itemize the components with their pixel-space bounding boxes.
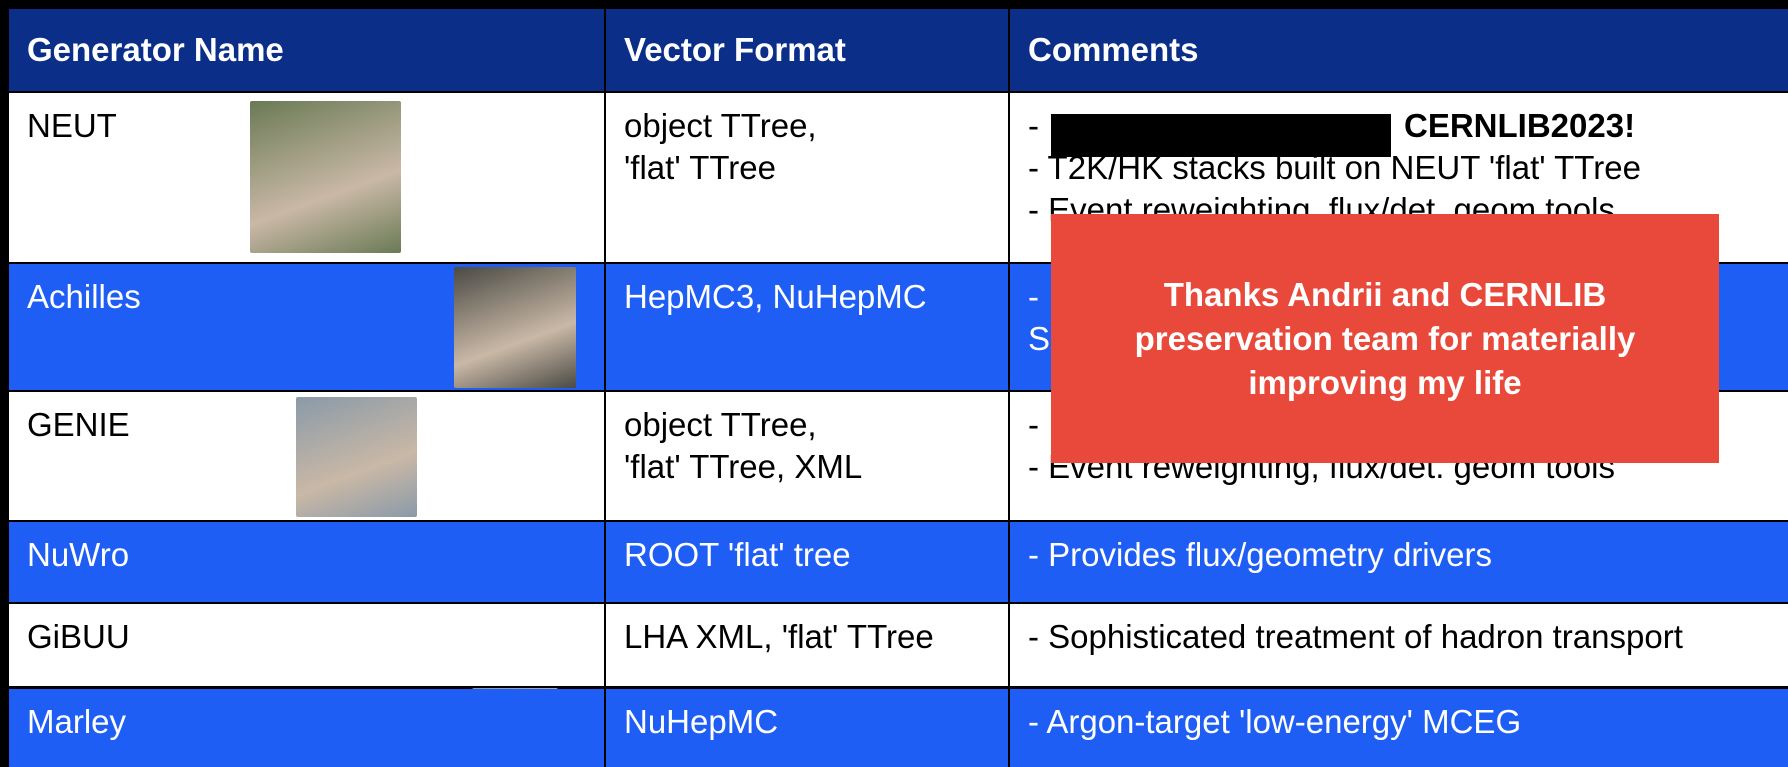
- name-cell: NuWro: [9, 522, 604, 602]
- format-line: 'flat' TTree, XML: [624, 448, 863, 485]
- format-line: object TTree,: [624, 107, 817, 144]
- format-line: HepMC3, NuHepMC: [624, 278, 927, 315]
- redaction-box: [1051, 114, 1391, 157]
- generator-name: NuWro: [27, 536, 130, 573]
- callout-line: preservation team for materially: [1134, 319, 1636, 357]
- portrait-photo: [296, 397, 417, 517]
- comment-highlight: CERNLIB2023!: [1404, 107, 1636, 144]
- format-line: 'flat' TTree: [624, 149, 776, 186]
- callout-line: Thanks Andrii and CERNLIB: [1163, 275, 1607, 313]
- comment-line: - Provides flux/geometry drivers: [1028, 536, 1492, 573]
- format-cell: object TTree, 'flat' TTree: [606, 93, 1008, 262]
- name-cell: GiBUU: [9, 604, 604, 686]
- name-cell: Marley: [9, 689, 604, 767]
- generator-name: Achilles: [27, 278, 141, 315]
- comments-cell: - Argon-target 'low-energy' MCEG: [1010, 689, 1788, 767]
- format-cell: NuHepMC: [606, 689, 1008, 767]
- comment-line: - CERNLIB2023!: [1028, 105, 1770, 147]
- comments-cell: - Provides flux/geometry drivers: [1010, 522, 1788, 602]
- format-cell: object TTree, 'flat' TTree, XML: [606, 392, 1008, 520]
- generator-name: NEUT: [27, 107, 117, 144]
- callout-line: improving my life: [1248, 363, 1522, 401]
- format-line: ROOT 'flat' tree: [624, 536, 851, 573]
- comment-line: -: [1028, 278, 1039, 315]
- comments-cell: - Sophisticated treatment of hadron tran…: [1010, 604, 1788, 686]
- portrait-photo: [250, 101, 401, 253]
- format-line: object TTree,: [624, 406, 817, 443]
- comment-line: -: [1028, 406, 1039, 443]
- generator-name: GENIE: [27, 406, 130, 443]
- header-cell: Vector Format: [606, 9, 1008, 91]
- generator-name: Marley: [27, 703, 127, 740]
- header-cell: Generator Name: [9, 9, 604, 91]
- format-cell: LHA XML, 'flat' TTree: [606, 604, 1008, 686]
- generator-name: GiBUU: [27, 618, 130, 655]
- format-line: LHA XML, 'flat' TTree: [624, 618, 934, 655]
- portrait-photo: [454, 267, 576, 388]
- comment-line: - Argon-target 'low-energy' MCEG: [1028, 703, 1522, 740]
- thanks-callout: Thanks Andrii and CERNLIB preservation te…: [1051, 214, 1719, 463]
- comment-dash: -: [1028, 107, 1039, 144]
- comment-line: - Sophisticated treatment of hadron tran…: [1028, 618, 1683, 655]
- format-line: NuHepMC: [624, 703, 779, 740]
- format-cell: ROOT 'flat' tree: [606, 522, 1008, 602]
- comment-line: S: [1028, 320, 1051, 357]
- format-cell: HepMC3, NuHepMC: [606, 264, 1008, 390]
- header-cell: Comments: [1010, 9, 1788, 91]
